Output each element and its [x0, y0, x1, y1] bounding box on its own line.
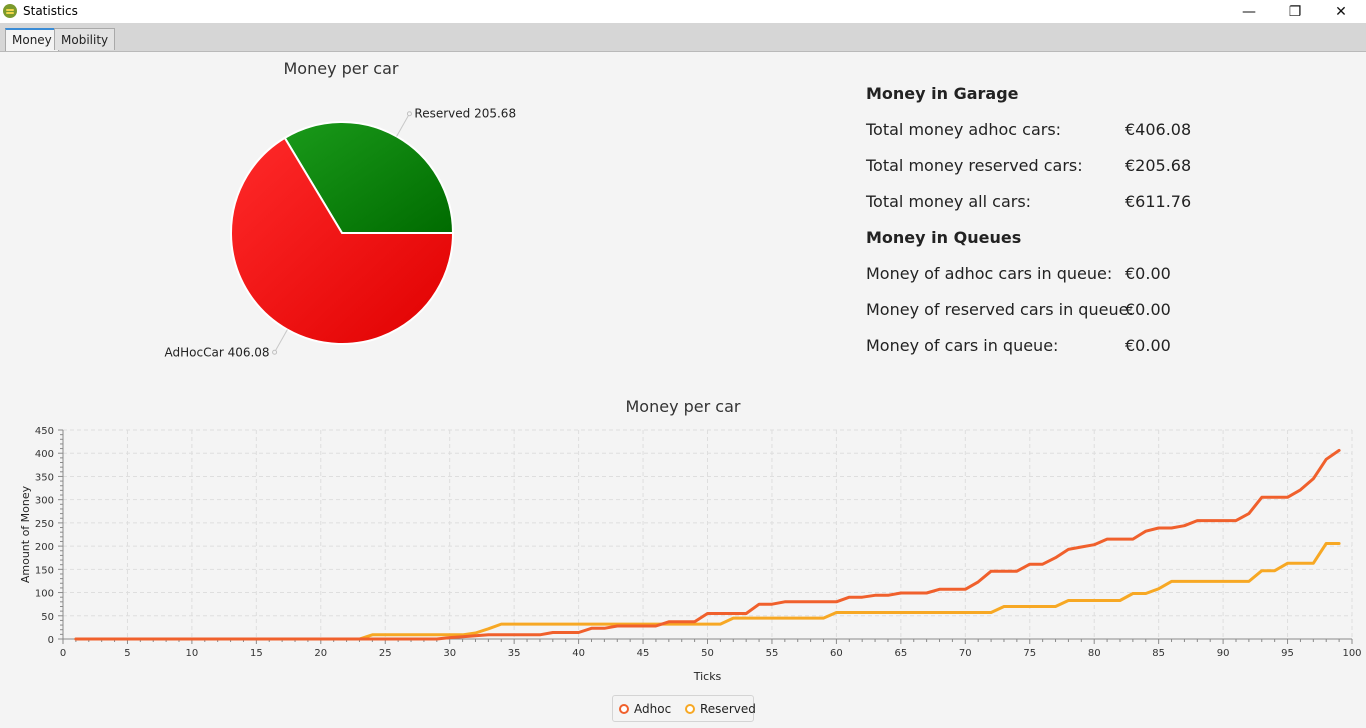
adhoc-legend-symbol-icon — [619, 704, 629, 714]
maximize-button[interactable]: ❐ — [1288, 3, 1302, 20]
y-tick-label: 400 — [35, 449, 54, 460]
line-chart: 0 5 10 15 20 25 30 35 40 45 50 55 60 65 70 75 80 85 90 95 10… — [19, 426, 1362, 683]
pie-label-dot-adhoccar — [272, 349, 278, 355]
tab-money[interactable]: Money — [5, 28, 59, 51]
series-line-adhoc — [74, 448, 1341, 641]
x-tick-label: 60 — [830, 648, 843, 659]
queue-reserved-label: Money of reserved cars in queue: — [866, 300, 1134, 319]
app-icon — [3, 4, 17, 18]
x-tick-label: 70 — [959, 648, 972, 659]
x-tick-label: 25 — [379, 648, 392, 659]
x-tick-label: 100 — [1342, 648, 1361, 659]
x-axis-label: Ticks — [693, 670, 722, 683]
legend-label-reserved: Reserved — [700, 702, 756, 716]
y-tick-label: 250 — [35, 519, 54, 530]
plot-area — [63, 430, 1352, 639]
pie-label-line-adhoccar — [274, 329, 288, 353]
x-tick-label: 80 — [1088, 648, 1101, 659]
x-tick-label: 45 — [637, 648, 650, 659]
x-tick-label: 95 — [1281, 648, 1294, 659]
x-tick-label: 55 — [766, 648, 779, 659]
chart-legend: Adhoc Reserved — [612, 695, 756, 722]
total-reserved-label: Total money reserved cars: — [866, 156, 1083, 175]
queue-adhoc-value: €0.00 — [1125, 264, 1171, 283]
total-adhoc-label: Total money adhoc cars: — [866, 120, 1062, 139]
y-tick-label: 0 — [48, 635, 54, 646]
legend-item-reserved: Reserved — [685, 702, 756, 716]
queue-adhoc-label: Money of adhoc cars in queue: — [866, 264, 1113, 283]
x-tick-label: 40 — [572, 648, 585, 659]
reserved-legend-symbol-icon — [685, 704, 695, 714]
pie-label-dot-reserved — [406, 111, 412, 117]
y-axis-label: Amount of Money — [19, 485, 32, 583]
y-tick-label: 300 — [35, 496, 54, 507]
pie-slice-adhoccar — [230, 136, 455, 345]
total-adhoc-value: €406.08 — [1125, 120, 1192, 139]
series-line-reserved — [74, 542, 1341, 641]
title-bar: Statistics — ❐ ✕ — [0, 0, 1366, 23]
x-tick-label: 50 — [701, 648, 714, 659]
money-in-queues-heading: Money in Queues — [866, 228, 1022, 247]
queue-all-value: €0.00 — [1125, 336, 1171, 355]
legend-label-adhoc: Adhoc — [634, 702, 672, 716]
x-tick-label: 15 — [250, 648, 263, 659]
x-tick-label: 85 — [1152, 648, 1165, 659]
x-tick-label: 30 — [443, 648, 456, 659]
window-title: Statistics — [23, 4, 78, 18]
queue-reserved-value: €0.00 — [1125, 300, 1171, 319]
y-tick-label: 150 — [35, 565, 54, 576]
pie-label-line-reserved — [396, 113, 410, 137]
total-all-label: Total money all cars: — [866, 192, 1032, 211]
minimize-button[interactable]: — — [1242, 3, 1256, 20]
x-tick-label: 10 — [186, 648, 199, 659]
x-tick-label: 75 — [1023, 648, 1036, 659]
x-tick-label: 0 — [60, 648, 66, 659]
pie-label-adhoccar: AdHocCar 406.08 — [165, 345, 270, 359]
queue-all-label: Money of cars in queue: — [866, 336, 1059, 355]
total-reserved-value: €205.68 — [1125, 156, 1192, 175]
x-tick-label: 20 — [314, 648, 327, 659]
total-all-value: €611.76 — [1125, 192, 1192, 211]
line-chart-title: Money per car — [625, 397, 741, 416]
pie-chart-title: Money per car — [283, 59, 399, 78]
y-tick-label: 100 — [35, 589, 54, 600]
close-button[interactable]: ✕ — [1335, 3, 1347, 20]
pie-slice-reserved — [283, 121, 455, 234]
pie-chart: Reserved 205.68 AdHocCar 406.08 — [165, 107, 517, 360]
y-tick-label: 200 — [35, 542, 54, 553]
x-tick-label: 90 — [1217, 648, 1230, 659]
y-tick-label: 350 — [35, 472, 54, 483]
x-tick-label: 65 — [894, 648, 907, 659]
tab-bar: Money Mobility — [0, 23, 1366, 52]
x-tick-label: 5 — [124, 648, 130, 659]
pie-label-reserved: Reserved 205.68 — [414, 107, 516, 121]
money-in-garage-heading: Money in Garage — [866, 84, 1019, 103]
x-tick-label: 35 — [508, 648, 521, 659]
legend-item-adhoc: Adhoc — [619, 702, 671, 716]
y-tick-label: 50 — [41, 612, 54, 623]
tab-mobility[interactable]: Mobility — [54, 28, 116, 50]
y-tick-label: 450 — [35, 426, 54, 437]
